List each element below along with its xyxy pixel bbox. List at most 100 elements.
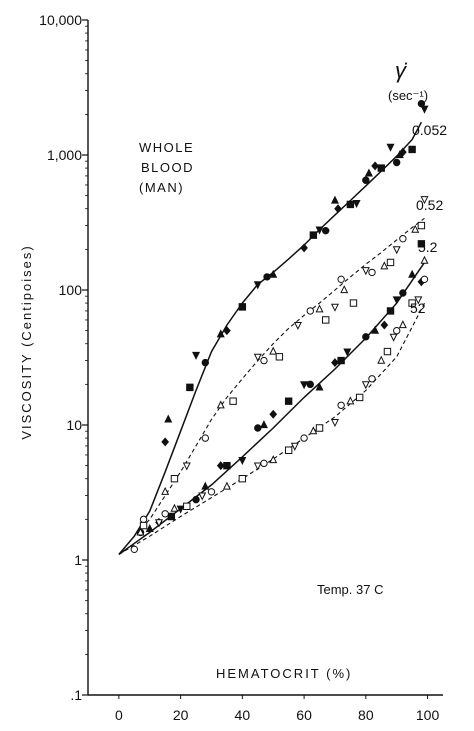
data-point bbox=[176, 505, 185, 514]
data-point bbox=[130, 545, 139, 554]
data-point bbox=[183, 502, 191, 510]
series-2 bbox=[118, 196, 429, 555]
data-point bbox=[306, 307, 314, 315]
y-tick-label: 1 bbox=[74, 552, 82, 568]
data-point bbox=[377, 164, 385, 172]
data-point bbox=[343, 348, 352, 357]
data-point bbox=[352, 200, 361, 209]
data-point bbox=[408, 145, 416, 154]
data-point bbox=[300, 434, 308, 442]
data-point bbox=[164, 414, 173, 423]
data-point bbox=[389, 333, 398, 342]
data-point bbox=[139, 515, 148, 524]
data-point bbox=[161, 437, 170, 447]
data-point bbox=[337, 401, 345, 409]
data-point bbox=[161, 510, 169, 518]
data-point bbox=[399, 289, 407, 297]
whole-blood-label-line1: WHOLE bbox=[139, 140, 194, 155]
data-point bbox=[309, 231, 318, 239]
data-point bbox=[380, 261, 389, 270]
data-point bbox=[269, 409, 278, 419]
x-tick-label: 60 bbox=[296, 707, 312, 723]
data-point bbox=[420, 255, 429, 264]
y-axis-title: VISCOSITY (Centipoises) bbox=[19, 244, 34, 439]
x-axis-title: HEMATOCRIT (%) bbox=[216, 666, 352, 681]
data-point bbox=[223, 461, 231, 470]
data-point bbox=[380, 320, 389, 330]
data-point bbox=[334, 204, 342, 214]
data-point bbox=[269, 269, 278, 278]
x-tick-label: 100 bbox=[416, 707, 440, 723]
data-point bbox=[399, 234, 407, 243]
data-point bbox=[139, 521, 148, 530]
data-point bbox=[330, 419, 339, 428]
data-point bbox=[145, 523, 154, 532]
data-point bbox=[340, 285, 349, 294]
data-point bbox=[306, 380, 314, 389]
data-point bbox=[216, 461, 225, 471]
data-point bbox=[192, 351, 201, 360]
data-point bbox=[269, 346, 278, 355]
data-point bbox=[420, 105, 429, 114]
data-point bbox=[182, 462, 191, 471]
data-point bbox=[321, 316, 330, 324]
y-tick-label: .1 bbox=[70, 687, 82, 703]
data-point bbox=[331, 358, 339, 368]
data-point bbox=[346, 396, 355, 405]
data-point bbox=[330, 303, 339, 312]
data-point bbox=[269, 455, 278, 464]
data-point bbox=[253, 353, 262, 362]
data-point bbox=[216, 400, 225, 409]
data-point bbox=[201, 481, 210, 490]
data-point bbox=[417, 99, 426, 108]
series-label-052: 0.52 bbox=[416, 197, 443, 213]
data-point bbox=[136, 527, 145, 536]
data-point bbox=[361, 267, 370, 276]
data-point bbox=[368, 268, 376, 277]
whole-blood-label-line2: BLOOD bbox=[141, 160, 194, 175]
series-label-52b: 52 bbox=[410, 300, 426, 316]
data-point bbox=[414, 296, 423, 305]
x-tick-label: 0 bbox=[115, 707, 123, 723]
data-point bbox=[170, 503, 179, 512]
axes: .1 1 10 100 1,000 10,000 0 20 40 60 80 100 bbox=[39, 12, 443, 723]
data-point bbox=[260, 459, 268, 468]
data-point bbox=[284, 397, 293, 405]
data-point bbox=[399, 147, 407, 157]
annotations: WHOLE BLOOD (MAN) Temp. 37 C γ̇ (sec⁻¹) … bbox=[19, 58, 447, 681]
data-point bbox=[408, 299, 416, 307]
data-point bbox=[260, 356, 268, 365]
data-point bbox=[300, 243, 308, 253]
data-point bbox=[222, 481, 231, 490]
x-tick-label: 40 bbox=[235, 707, 251, 723]
data-point bbox=[201, 434, 210, 442]
data-point bbox=[315, 226, 324, 235]
data-point bbox=[253, 462, 262, 471]
series-label-52a: 5.2 bbox=[418, 239, 438, 255]
data-point bbox=[315, 382, 324, 391]
series-1 bbox=[118, 99, 429, 555]
data-point bbox=[386, 258, 395, 267]
series-4 bbox=[118, 255, 429, 555]
x-tick-label: 20 bbox=[173, 707, 189, 723]
data-point bbox=[355, 393, 364, 402]
data-point bbox=[275, 353, 284, 361]
data-point bbox=[263, 273, 271, 281]
data-point bbox=[315, 304, 324, 313]
data-point bbox=[309, 426, 318, 435]
y-tick-label: 10,000 bbox=[39, 12, 82, 28]
data-point bbox=[417, 221, 426, 230]
data-point bbox=[330, 195, 339, 204]
data-point bbox=[201, 358, 210, 367]
data-point bbox=[216, 329, 225, 338]
whole-blood-label-line3: (MAN) bbox=[139, 180, 184, 195]
data-point bbox=[368, 375, 376, 383]
y-tick-label: 10 bbox=[66, 417, 82, 433]
data-point bbox=[238, 303, 247, 311]
data-point bbox=[392, 246, 401, 255]
data-point bbox=[392, 326, 401, 335]
data-point bbox=[229, 397, 237, 405]
temperature-label: Temp. 37 C bbox=[317, 582, 383, 597]
data-point bbox=[362, 333, 370, 341]
